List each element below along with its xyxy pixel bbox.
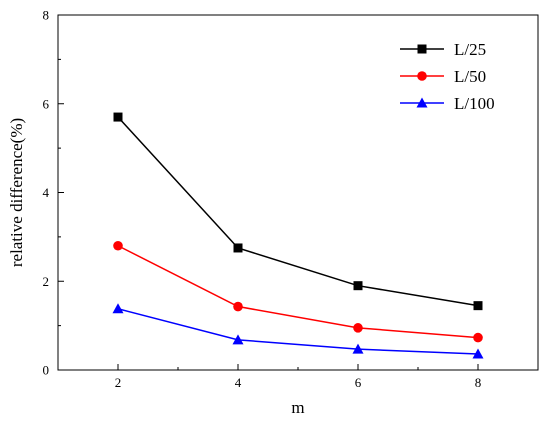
data-point [473, 332, 483, 343]
data-point [233, 301, 243, 312]
legend: L/25 L/50 L/100 [400, 40, 495, 113]
legend-label: L/50 [454, 67, 486, 86]
legend-marker [416, 97, 428, 108]
x-tick-label: 6 [355, 375, 362, 390]
axes: 2 4 6 8 0 2 4 6 8 [43, 8, 482, 391]
series-L/50 [113, 240, 483, 343]
legend-label: L/100 [454, 94, 495, 113]
legend-item: L/25 [400, 40, 486, 59]
data-point [232, 334, 244, 345]
legend-marker [417, 44, 427, 54]
data-point [233, 243, 243, 253]
y-tick-label: 0 [43, 363, 50, 378]
x-axis-title: m [291, 398, 304, 417]
data-point [352, 343, 364, 354]
series-L/100 [112, 303, 484, 359]
legend-marker [417, 71, 427, 81]
data-point [353, 323, 363, 333]
x-tick-label: 2 [115, 375, 122, 390]
data-point [472, 348, 484, 359]
series-line [117, 308, 479, 355]
data-point [113, 240, 123, 251]
legend-item: L/100 [400, 94, 495, 113]
series-line [117, 245, 479, 339]
series-line [117, 116, 479, 307]
y-tick-label: 4 [43, 185, 50, 200]
series-layer [112, 112, 484, 359]
legend-item: L/50 [400, 67, 486, 86]
data-point [353, 281, 363, 291]
y-tick-label: 6 [43, 96, 50, 111]
data-point [473, 301, 483, 311]
y-tick-label: 8 [43, 8, 50, 23]
series-L/25 [113, 112, 483, 311]
legend-label: L/25 [454, 40, 486, 59]
y-axis-title: relative difference(%) [7, 118, 26, 267]
data-point [113, 112, 123, 122]
x-tick-label: 4 [235, 375, 242, 390]
y-tick-label: 2 [43, 274, 50, 289]
x-tick-label: 8 [475, 375, 482, 390]
data-point [112, 303, 124, 314]
